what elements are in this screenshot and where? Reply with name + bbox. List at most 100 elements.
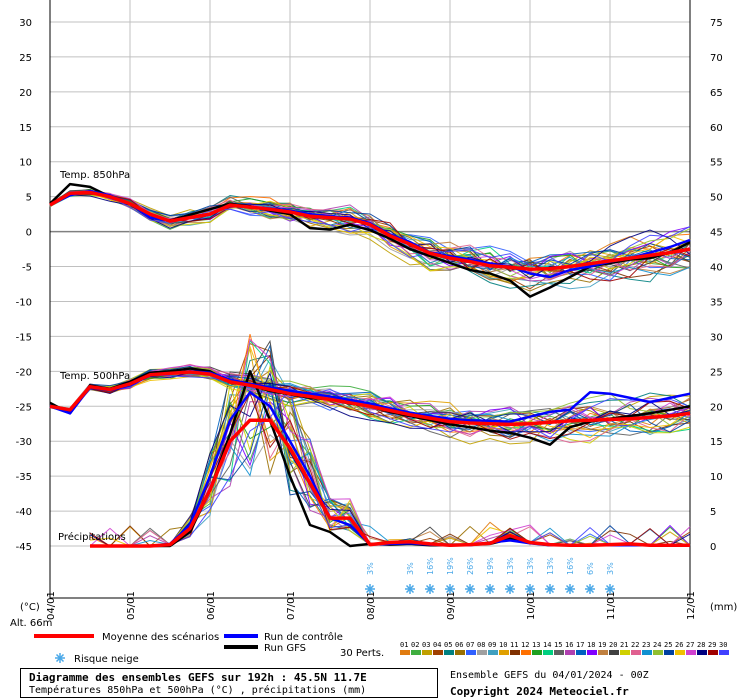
pert-legend-num: 22 [631, 641, 639, 649]
y-tick-right: 5 [710, 507, 716, 518]
pert-27-t500 [49, 364, 691, 435]
y-tick-left: -25 [16, 402, 32, 413]
snow-icon [365, 584, 375, 594]
x-tick-label: 04/01 [46, 591, 57, 620]
pert-legend-num: 07 [466, 641, 474, 649]
y-tick-right: 15 [710, 437, 723, 448]
pert-legend-swatch [675, 650, 685, 655]
x-tick-label: 12/01 [686, 591, 697, 620]
snow-icon [465, 584, 475, 594]
snow-risk-pct: 3% [366, 562, 375, 575]
legend-snow-icon [55, 653, 65, 663]
perts-legend: 01 02 03 04 05 06 07 08 09 10 11 12 13 14 15 16 17 18 19 20… [400, 641, 729, 655]
run-info: Ensemble GEFS du 04/01/2024 - 00Z [450, 670, 649, 681]
series-0-precip [90, 418, 690, 548]
main-series-lines [49, 182, 691, 548]
y-tick-right: 65 [710, 88, 723, 99]
pert-legend-num: 05 [444, 641, 452, 649]
snow-risk-pct: 6% [586, 562, 595, 575]
t500-label: Temp. 500hPa [59, 371, 130, 382]
pert-legend-swatch [609, 650, 619, 655]
legend-mean-label: Moyenne des scénarios [102, 631, 219, 643]
snow-risk-pct: 19% [446, 557, 455, 575]
y-tick-left: -15 [16, 332, 32, 343]
pert-legend-num: 21 [620, 641, 628, 649]
pert-legend-swatch [543, 650, 553, 655]
pert-legend-swatch [653, 650, 663, 655]
y-tick-left: -10 [16, 297, 32, 308]
y-tick-right: 60 [710, 123, 723, 134]
y-tick-left: 0 [26, 228, 32, 239]
pert-legend-swatch [466, 650, 476, 655]
pert-legend-swatch [400, 650, 410, 655]
pert-legend-swatch [642, 650, 652, 655]
pert-legend-swatch [510, 650, 520, 655]
legend-snow-label: Risque neige [74, 654, 139, 665]
x-tick-label: 07/01 [286, 591, 297, 620]
pert-legend-swatch [697, 650, 707, 655]
snow-icon [485, 584, 495, 594]
precip-label: Précipitations [58, 531, 126, 543]
y-tick-right: 35 [710, 297, 723, 308]
x-tick-label: 09/01 [446, 591, 457, 620]
footer-subtitle: Températures 850hPa et 500hPa (°C) , pré… [29, 685, 367, 696]
snow-risk-pct: 13% [506, 557, 515, 575]
pert-03-t850 [49, 191, 691, 283]
pert-legend-num: 26 [675, 641, 683, 649]
pert-legend-num: 11 [510, 641, 518, 649]
snow-icon [505, 584, 515, 594]
pert-legend-swatch [664, 650, 674, 655]
y-tick-left: 30 [19, 18, 32, 29]
y-tick-right: 50 [710, 193, 723, 204]
pert-legend-num: 12 [521, 641, 529, 649]
pert-legend-num: 16 [565, 641, 573, 649]
y-tick-left: -5 [22, 263, 32, 274]
y-tick-left: 25 [19, 53, 32, 64]
legend-gfs-label: Run GFS [264, 643, 306, 654]
y-tick-left: -45 [16, 542, 32, 553]
pert-legend-num: 08 [477, 641, 485, 649]
pert-legend-swatch [554, 650, 564, 655]
y-tick-left: 20 [19, 88, 32, 99]
pert-legend-swatch [576, 650, 586, 655]
pert-legend-swatch [422, 650, 432, 655]
altitude-label: Alt. 66m [10, 618, 52, 629]
pert-legend-num: 17 [576, 641, 584, 649]
left-axis-ticks: 30 25 20 15 10 5 0 -5 -10 -15 -20 -25 -30 -35 -40 -45 [16, 18, 32, 553]
snow-risk-pct: 3% [406, 562, 415, 575]
y-tick-right: 25 [710, 367, 723, 378]
snow-icon [525, 584, 535, 594]
x-tick-label: 08/01 [366, 591, 377, 620]
snow-icon [585, 584, 595, 594]
pert-legend-swatch [411, 650, 421, 655]
snow-icon [605, 584, 615, 594]
y-tick-right: 45 [710, 228, 723, 239]
pert-legend-swatch [433, 650, 443, 655]
snow-risk-pct: 16% [566, 557, 575, 575]
footer-title: Diagramme des ensembles GEFS sur 192h : … [29, 671, 367, 684]
pert-legend-swatch [499, 650, 509, 655]
y-tick-left: 15 [19, 123, 32, 134]
left-unit-label: (°C) [20, 602, 40, 613]
pert-legend-num: 04 [433, 641, 441, 649]
y-tick-right: 30 [710, 332, 723, 343]
snow-risk-pct: 16% [426, 557, 435, 575]
pert-26-t500 [49, 376, 691, 439]
pert-legend-num: 19 [598, 641, 606, 649]
x-tick-label: 10/01 [526, 591, 537, 620]
y-tick-right: 0 [710, 542, 716, 553]
pert-legend-swatch [477, 650, 487, 655]
legend-control-label: Run de contrôle [264, 631, 343, 643]
pert-legend-swatch [521, 650, 531, 655]
pert-25-t850 [49, 190, 691, 272]
snow-risk-pct: 13% [546, 557, 555, 575]
pert-legend-num: 25 [664, 641, 672, 649]
pert-legend-swatch [455, 650, 465, 655]
y-tick-right: 75 [710, 18, 723, 29]
pert-legend-num: 03 [422, 641, 430, 649]
pert-legend-num: 28 [697, 641, 705, 649]
pert-legend-swatch [598, 650, 608, 655]
x-tick-label: 11/01 [606, 591, 617, 620]
